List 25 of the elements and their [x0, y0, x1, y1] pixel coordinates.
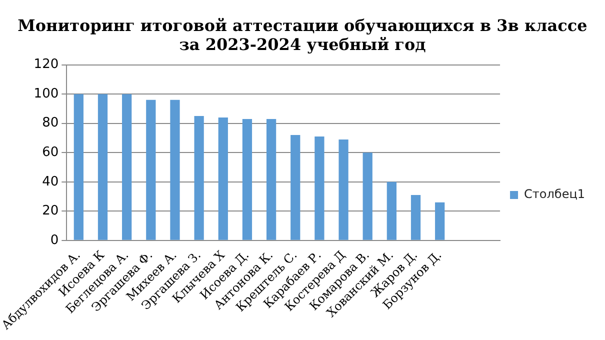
bar [338, 139, 348, 240]
y-tick-label: 120 [34, 57, 59, 72]
bar [435, 202, 445, 240]
bar [314, 136, 324, 240]
y-tick-label: 0 [50, 232, 59, 248]
bar [290, 135, 300, 240]
bar [74, 94, 84, 240]
chart-title: Мониторинг итоговой аттестации обучающихся в 3в классе за 2023-2024 учебный год [16, 16, 588, 54]
bar [362, 152, 372, 240]
bar [242, 118, 252, 240]
y-tick-label: 40 [42, 174, 59, 190]
y-tick-label: 80 [42, 116, 59, 131]
y-tick-label: 20 [42, 204, 59, 219]
y-tick-label: 100 [34, 86, 59, 102]
bar [170, 100, 180, 240]
y-tick-label: 60 [42, 144, 59, 160]
bar [386, 182, 396, 240]
bar [98, 94, 108, 240]
bar [194, 116, 204, 240]
bar [122, 94, 132, 240]
bar [410, 195, 421, 240]
bar [266, 118, 276, 240]
legend-label: Столбец1 [524, 187, 585, 202]
bar [218, 117, 228, 240]
bar [146, 100, 156, 240]
